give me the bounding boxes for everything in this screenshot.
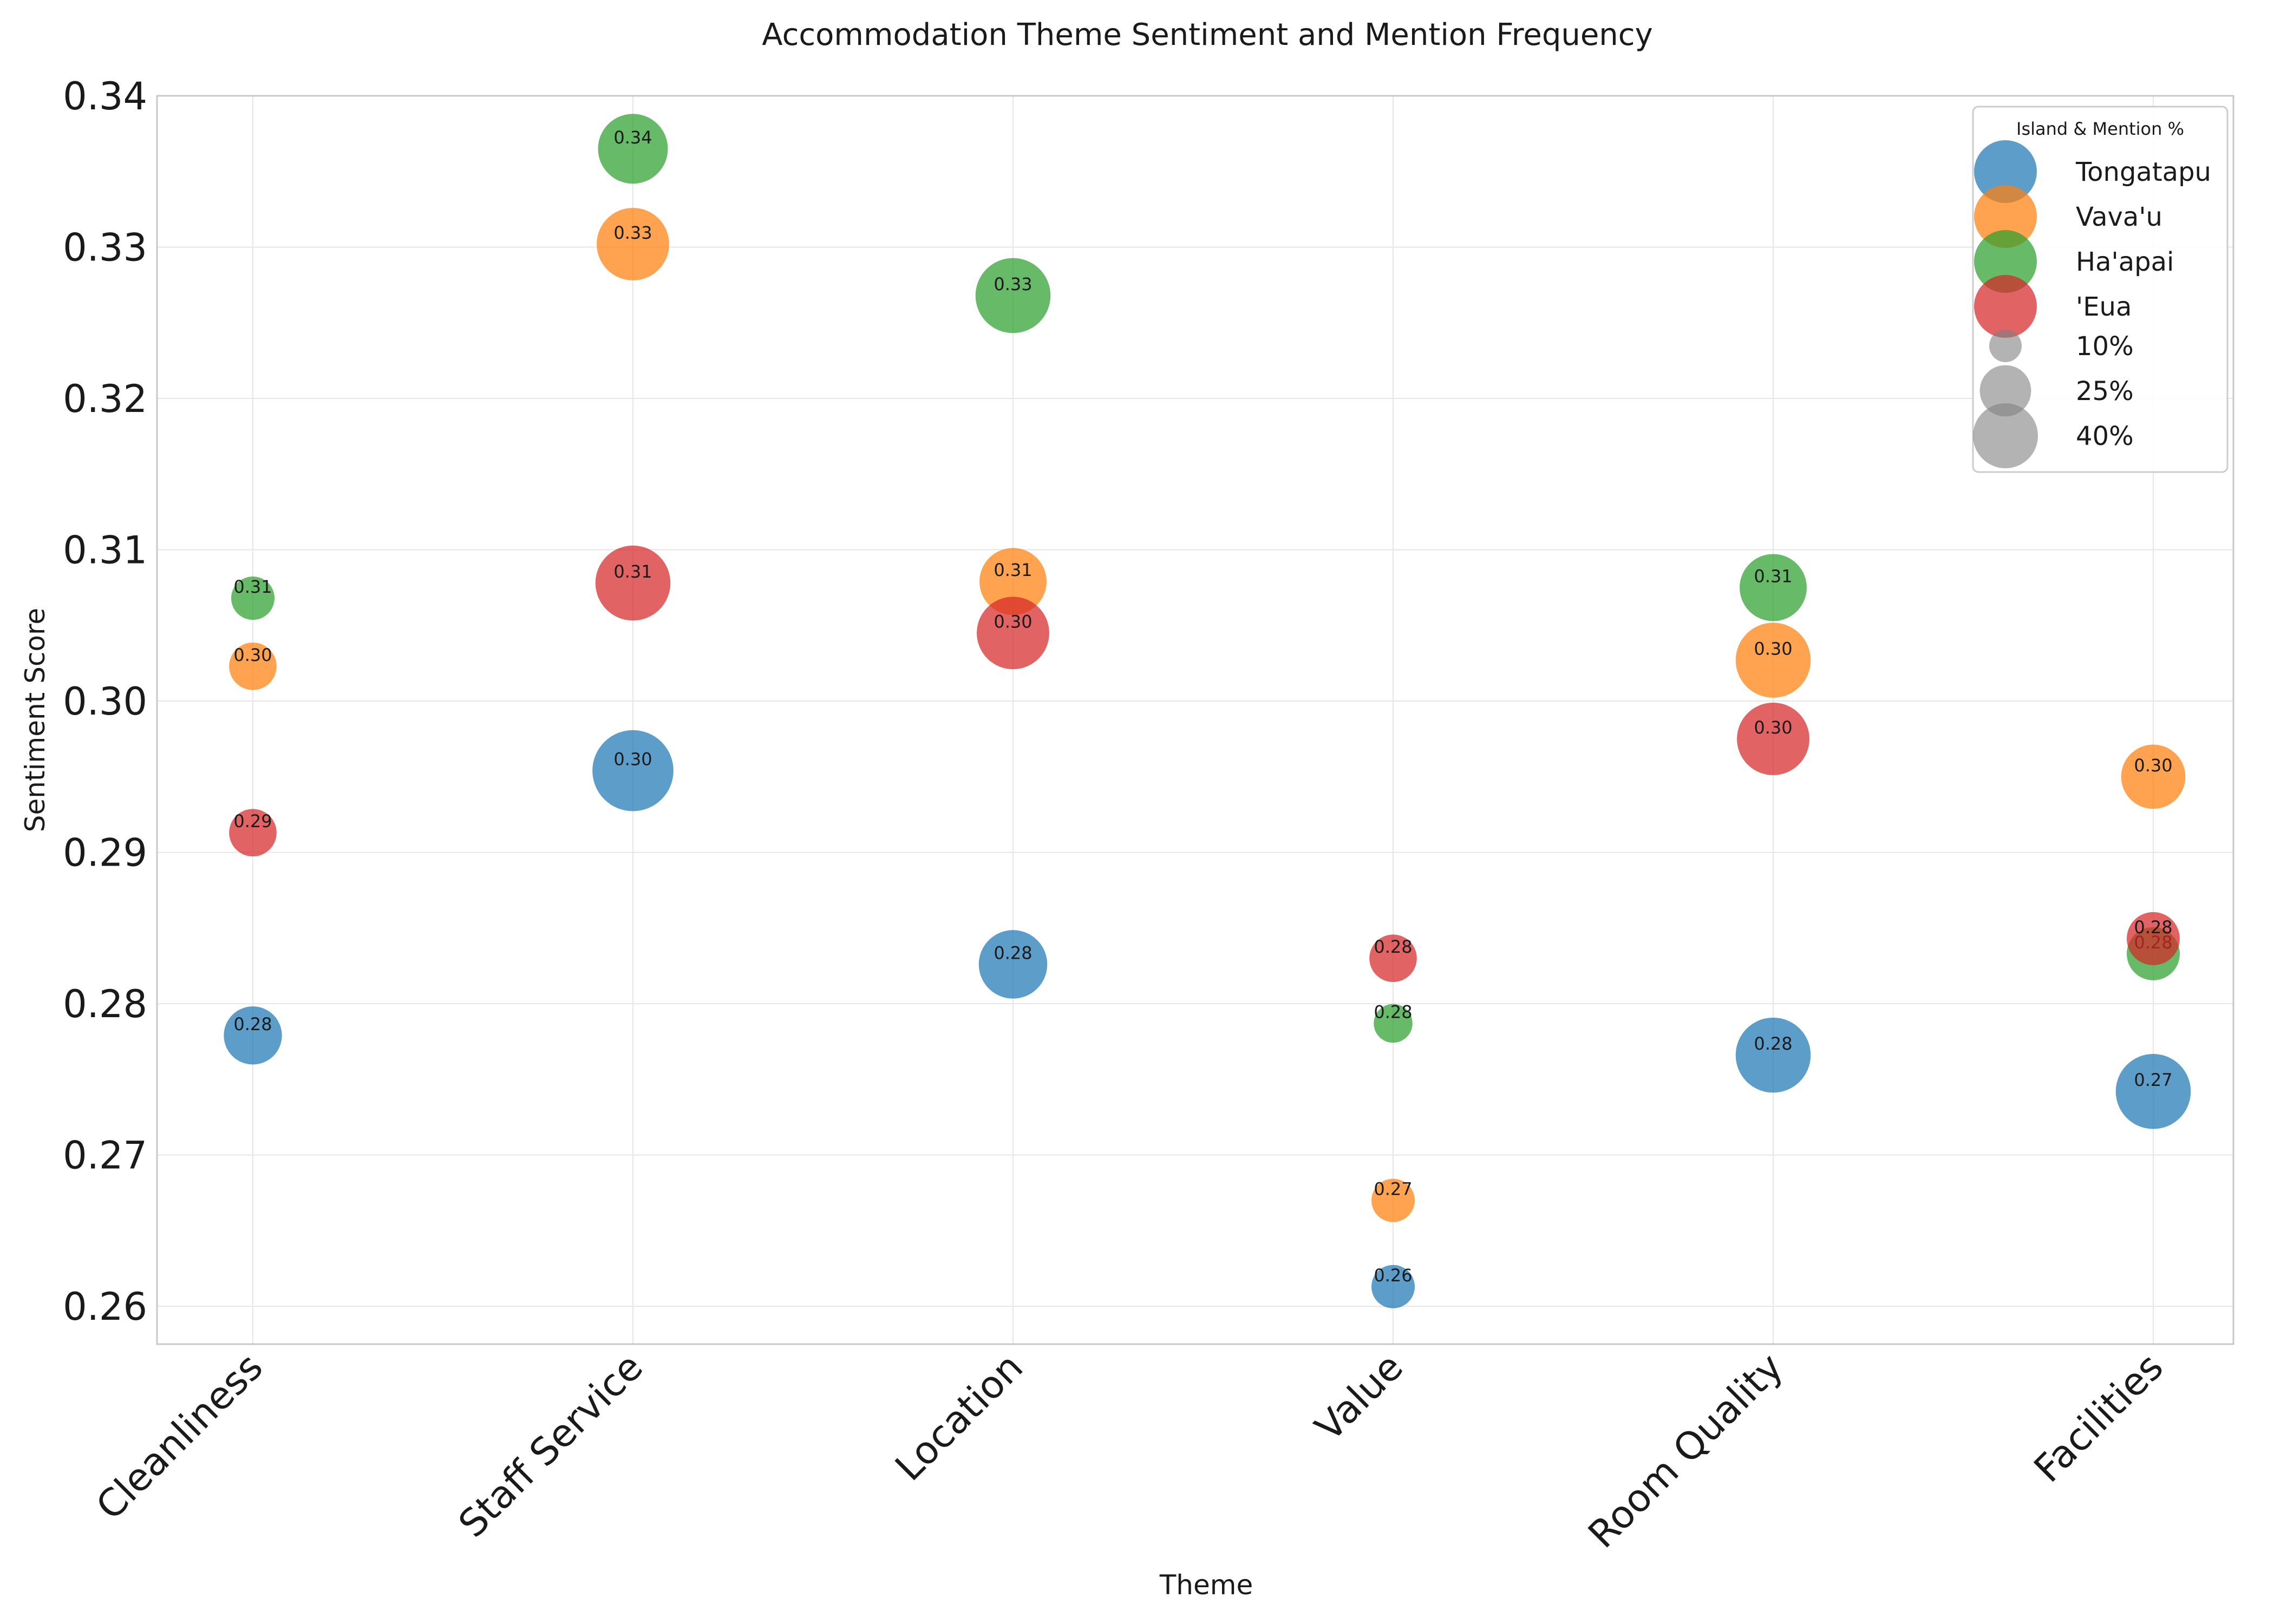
bubble-data-label: 0.30	[1754, 717, 1792, 738]
x-tick-label: Location	[887, 1345, 1031, 1489]
bubble-data-label: 0.30	[613, 749, 652, 770]
bubble-point	[2115, 1053, 2191, 1129]
bubble-data-label: 0.31	[233, 577, 272, 597]
bubble-data-label: 0.29	[233, 811, 272, 831]
bubble-point	[979, 548, 1047, 615]
bubble-point	[975, 258, 1051, 333]
legend-box	[1972, 106, 2229, 473]
bubble-data-label: 0.30	[2134, 755, 2172, 776]
legend-size-marker	[1973, 403, 2038, 468]
legend-size-marker	[1989, 330, 2022, 362]
bubble-point	[229, 809, 277, 857]
y-axis-label: Sentiment Score	[19, 608, 51, 832]
bubble-data-label: 0.28	[1374, 937, 1412, 957]
y-tick-labels: 0.26 0.27 0.28 0.29 0.30 0.31 0.32 0.33 0.34	[63, 74, 147, 1329]
legend-entry-label: Tongatapu	[2075, 157, 2211, 187]
legend-entry-label: Ha'apai	[2076, 247, 2174, 277]
legend[interactable]: Island & Mention % Tongatapu Vava'u Ha'apai…	[1972, 106, 2229, 473]
legend-size-marker	[1979, 365, 2031, 417]
x-tick-label: Cleanliness	[88, 1345, 271, 1528]
bubble-data-label: 0.26	[1374, 1265, 1412, 1286]
bubble-point	[597, 207, 669, 280]
bubble-point	[229, 642, 277, 690]
bubble-point	[231, 576, 275, 620]
y-tick-label: 0.28	[63, 982, 147, 1026]
chart-title: Accommodation Theme Sentiment and Mentio…	[762, 17, 1652, 53]
bubble-data-label: 0.33	[613, 222, 652, 243]
bubble-point	[598, 114, 668, 184]
bubble-data-label: 0.30	[1754, 639, 1792, 659]
bubble-data-label: 0.28	[233, 1014, 272, 1034]
legend-marker	[1974, 140, 2037, 203]
legend-size-label: 40%	[2076, 421, 2134, 451]
plot-area-frame	[156, 95, 2234, 1345]
legend-title: Island & Mention %	[2016, 119, 2184, 139]
bubble-point	[978, 930, 1048, 999]
x-tick-label: Value	[1306, 1345, 1412, 1450]
bubble-point	[2127, 912, 2180, 965]
bubbles: 0.28 0.30 0.28 0.26 0.28 0.27 0.30 0.33 0.31 0.27…	[224, 114, 2191, 1308]
legend-marker	[1974, 230, 2037, 293]
y-tick-label: 0.26	[63, 1285, 147, 1329]
bubble-point	[2121, 744, 2186, 809]
y-tick-label: 0.32	[63, 377, 147, 421]
bubble-data-label: 0.28	[1754, 1033, 1792, 1054]
x-tick-label: Staff Service	[450, 1345, 651, 1546]
legend-entry-label: 'Eua	[2076, 292, 2132, 322]
y-tick-label: 0.34	[63, 74, 147, 119]
legend-marker	[1974, 275, 2037, 338]
y-tick-label: 0.31	[63, 528, 147, 573]
y-tick-label: 0.29	[63, 831, 147, 875]
bubble-data-label: 0.31	[1754, 566, 1792, 586]
bubble-point	[1371, 1178, 1415, 1222]
y-tick-label: 0.30	[63, 679, 147, 724]
y-tick-label: 0.33	[63, 226, 147, 270]
bubble-point	[1369, 934, 1417, 983]
bubble-data-label: 0.28	[1374, 1001, 1412, 1022]
bubble-point	[595, 545, 671, 621]
bubble-data-label: 0.28	[2134, 917, 2172, 938]
legend-marker	[1974, 185, 2037, 248]
bubble-point	[1740, 554, 1807, 621]
bubble-point	[1374, 1004, 1413, 1043]
bubble-point	[977, 597, 1049, 670]
bubble-data-label: 0.30	[233, 645, 272, 665]
bubble-point	[1371, 1265, 1415, 1308]
bubble-data-label: 0.27	[1374, 1178, 1412, 1199]
bubble-point	[1737, 703, 1809, 775]
x-axis-label: Theme	[1159, 1569, 1253, 1601]
y-tick-label: 0.27	[63, 1134, 147, 1178]
bubble-point	[592, 730, 674, 811]
x-tick-label: Facilities	[2025, 1345, 2172, 1491]
bubble-data-label: 0.28	[994, 942, 1032, 963]
bubble-point	[1735, 623, 1811, 698]
bubble-data-label: 0.33	[994, 274, 1032, 294]
bubble-data-label: 0.31	[613, 561, 652, 582]
legend-size-label: 10%	[2076, 331, 2134, 362]
bubble-point	[1735, 1017, 1811, 1093]
legend-size-label: 25%	[2076, 376, 2134, 407]
bubble-point	[224, 1006, 282, 1065]
x-tick-label: Room Quality	[1579, 1345, 1792, 1557]
bubble-data-label: 0.30	[994, 611, 1032, 632]
bubble-data-label: 0.34	[613, 127, 652, 148]
legend-entry-label: Vava'u	[2076, 202, 2162, 232]
x-tick-labels: Cleanliness Staff Service Location Value Roo…	[88, 1345, 2172, 1557]
bubble-data-label: 0.27	[2134, 1070, 2172, 1090]
gridlines	[157, 95, 2233, 1344]
bubble-data-label: 0.31	[994, 560, 1032, 580]
